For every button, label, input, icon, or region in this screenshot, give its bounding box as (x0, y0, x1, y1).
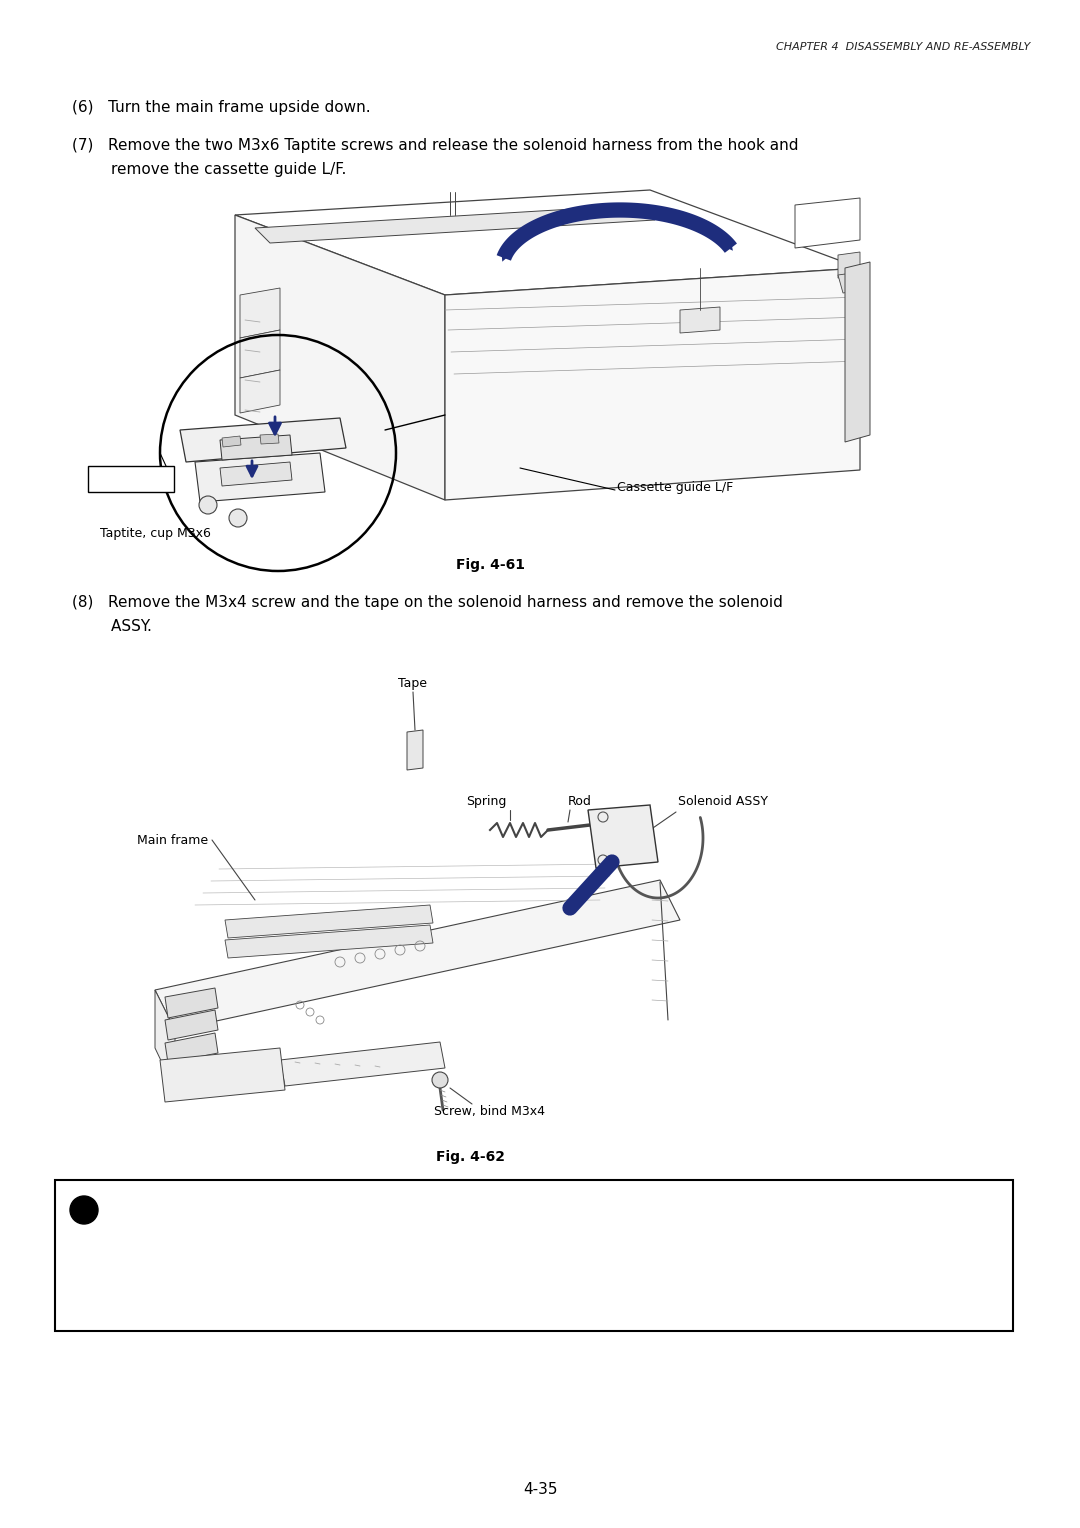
FancyBboxPatch shape (87, 466, 174, 492)
Polygon shape (165, 1033, 218, 1063)
Text: (6)   Turn the main frame upside down.: (6) Turn the main frame upside down. (72, 99, 370, 115)
Text: (8)   Remove the M3x4 screw and the tape on the solenoid harness and remove the : (8) Remove the M3x4 screw and the tape o… (72, 594, 783, 610)
Text: remove the cassette guide L/F.: remove the cassette guide L/F. (72, 162, 347, 177)
Text: Step (7): Step (7) (106, 472, 157, 486)
Polygon shape (165, 1010, 218, 1041)
Text: Solenoid ASSY: Solenoid ASSY (678, 795, 768, 808)
Polygon shape (180, 419, 346, 461)
Polygon shape (156, 990, 175, 1089)
Text: Cassette guide L/F: Cassette guide L/F (617, 481, 733, 495)
Text: 4-35: 4-35 (523, 1482, 557, 1497)
Polygon shape (220, 461, 292, 486)
Circle shape (199, 497, 217, 513)
Polygon shape (838, 272, 865, 293)
Polygon shape (235, 215, 445, 500)
Polygon shape (838, 252, 860, 278)
Polygon shape (225, 905, 433, 938)
Polygon shape (225, 924, 433, 958)
Polygon shape (588, 805, 658, 868)
Text: When removing the solenoid, the solenoid rod and spring may come off.  Be carefu: When removing the solenoid, the solenoid… (66, 1248, 762, 1264)
Polygon shape (255, 205, 654, 243)
Circle shape (229, 509, 247, 527)
Polygon shape (407, 730, 423, 770)
Text: Tape: Tape (399, 677, 428, 691)
Text: !: ! (80, 1201, 87, 1219)
Polygon shape (222, 435, 241, 448)
Text: Fig. 4-62: Fig. 4-62 (435, 1151, 504, 1164)
Text: (7)   Remove the two M3x6 Taptite screws and release the solenoid harness from t: (7) Remove the two M3x6 Taptite screws a… (72, 138, 798, 153)
Polygon shape (156, 880, 680, 1030)
Polygon shape (240, 370, 280, 413)
Polygon shape (195, 452, 325, 503)
Polygon shape (240, 287, 280, 338)
Circle shape (70, 1196, 98, 1224)
Polygon shape (240, 330, 280, 377)
Circle shape (432, 1073, 448, 1088)
Polygon shape (680, 307, 720, 333)
Text: CAUTION:: CAUTION: (106, 1201, 195, 1219)
Polygon shape (280, 1042, 445, 1086)
Polygon shape (165, 989, 218, 1018)
Polygon shape (845, 261, 870, 442)
Text: Taptite, cup M3x6: Taptite, cup M3x6 (100, 527, 211, 541)
Text: ASSY.: ASSY. (72, 619, 152, 634)
Text: Main frame: Main frame (137, 833, 208, 847)
Polygon shape (160, 1048, 285, 1102)
Polygon shape (445, 267, 860, 500)
Text: them.  (Refer to the figure above.): them. (Refer to the figure above.) (66, 1271, 319, 1287)
Text: Fig. 4-61: Fig. 4-61 (456, 558, 525, 571)
Polygon shape (220, 435, 292, 460)
Polygon shape (260, 434, 279, 445)
Text: Screw, bind M3x4: Screw, bind M3x4 (434, 1105, 545, 1118)
Polygon shape (795, 199, 860, 248)
Text: Rod: Rod (568, 795, 592, 808)
Polygon shape (235, 189, 860, 295)
Text: Spring: Spring (465, 795, 507, 808)
Text: CHAPTER 4  DISASSEMBLY AND RE-ASSEMBLY: CHAPTER 4 DISASSEMBLY AND RE-ASSEMBLY (775, 41, 1030, 52)
FancyBboxPatch shape (55, 1180, 1013, 1331)
